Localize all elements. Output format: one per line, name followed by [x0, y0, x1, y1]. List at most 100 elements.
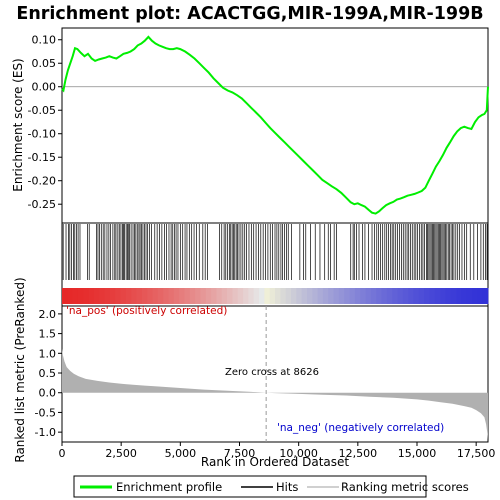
- color-bar-segment: [77, 288, 84, 304]
- color-bar-segment: [189, 288, 196, 304]
- color-bar-segment: [67, 288, 74, 304]
- neg-correlated-label: 'na_neg' (negatively correlated): [277, 422, 444, 434]
- color-bar-segment: [296, 288, 303, 304]
- color-bar-segment: [456, 288, 462, 304]
- color-bar-segment: [338, 288, 345, 304]
- pos-correlated-label: 'na_pos' (positively correlated): [66, 305, 227, 317]
- color-bar-segment: [232, 288, 239, 304]
- color-bar-segment: [317, 288, 324, 304]
- color-bar-segment: [211, 288, 217, 304]
- x-tick-label: 2,500: [105, 447, 137, 460]
- metric-y-axis-label: Ranked list metric (PreRanked): [13, 277, 27, 462]
- color-bar-segment: [248, 288, 255, 304]
- x-tick-label: 7,500: [224, 447, 256, 460]
- color-bar-segment: [269, 288, 276, 304]
- color-bar-segment: [306, 288, 313, 304]
- color-bar-segment: [227, 288, 233, 304]
- color-bar-segment: [184, 288, 191, 304]
- metric-y-tick-label: 0.0: [39, 387, 57, 400]
- color-bar-segment: [290, 288, 297, 304]
- es-y-tick-label: -0.05: [28, 104, 56, 117]
- color-bar-segment: [115, 288, 121, 304]
- color-bar-segment: [333, 288, 340, 304]
- color-bar-segment: [482, 288, 489, 304]
- metric-panel: 2.0 1.5 1.0 0.5 0.0 -0.5 -1.0 Zero cross at 86…: [13, 277, 489, 463]
- color-bar-segment: [376, 288, 382, 304]
- es-y-tick-label: 0.05: [32, 57, 57, 70]
- color-bar-segment: [472, 288, 478, 304]
- x-tick-label: 5,000: [165, 447, 197, 460]
- x-tick-label: 17,500: [457, 447, 496, 460]
- color-bar-segment: [301, 288, 308, 304]
- es-y-axis: 0.10 0.05 0.00 -0.05 -0.10 -0.15 -0.20 -0.25: [28, 34, 62, 211]
- chart-title: Enrichment plot: ACACTGG,MIR-199A,MIR-19…: [16, 4, 483, 24]
- color-bar-segment: [360, 288, 366, 304]
- color-bar-segment: [264, 288, 271, 304]
- es-y-tick-label: 0.10: [32, 34, 57, 47]
- color-bar-segment: [344, 288, 350, 304]
- metric-y-tick-label: 0.5: [39, 367, 57, 380]
- color-bar-segment: [392, 288, 398, 304]
- color-bar-segment: [88, 288, 95, 304]
- legend-metric-label: Ranking metric scores: [341, 480, 469, 494]
- x-axis: 0 2,500 5,000 7,500 10,000 12,500 15,000 17,500: [59, 442, 496, 460]
- color-bar-segment: [216, 288, 223, 304]
- color-bar-segment: [179, 288, 185, 304]
- rank-color-bar: [62, 288, 489, 304]
- color-bar-segment: [99, 288, 105, 304]
- color-bar-segment: [109, 288, 116, 304]
- es-y-axis-label: Enrichment score (ES): [11, 58, 25, 191]
- color-bar-segment: [450, 288, 457, 304]
- color-bar-segment: [402, 288, 409, 304]
- color-bar-segment: [477, 288, 484, 304]
- color-bar-segment: [322, 288, 329, 304]
- color-bar-segment: [253, 288, 260, 304]
- x-axis-label: Rank in Ordered Dataset: [201, 455, 349, 469]
- es-panel: 0.10 0.05 0.00 -0.05 -0.10 -0.15 -0.20 -0.25 En…: [11, 27, 489, 224]
- color-bar-segment: [381, 288, 388, 304]
- es-y-tick-label: -0.15: [28, 151, 56, 164]
- legend-hits-label: Hits: [276, 480, 298, 494]
- color-bar-segment: [349, 288, 356, 304]
- color-bar-segment: [312, 288, 318, 304]
- color-bar-segment: [200, 288, 207, 304]
- x-tick-label: 12,500: [339, 447, 378, 460]
- color-bar-segment: [408, 288, 414, 304]
- color-bar-segment: [386, 288, 393, 304]
- x-tick-label: 0: [59, 447, 66, 460]
- color-bar-segment: [72, 288, 79, 304]
- legend-enrichment-label: Enrichment profile: [116, 480, 222, 494]
- hit-marks: [62, 224, 488, 280]
- color-bar-segment: [365, 288, 372, 304]
- color-bar-segment: [429, 288, 436, 304]
- color-bar-segment: [461, 288, 468, 304]
- metric-y-tick-label: 2.0: [39, 308, 57, 321]
- color-bar-segment: [157, 288, 164, 304]
- color-bar-segment: [237, 288, 244, 304]
- color-bar-segment: [280, 288, 287, 304]
- enrichment-profile-line: [61, 35, 489, 215]
- color-bar-segment: [418, 288, 425, 304]
- x-tick-label: 10,000: [279, 447, 318, 460]
- zero-cross-label: Zero cross at 8626: [225, 367, 319, 378]
- color-bar-segment: [440, 288, 446, 304]
- metric-y-axis: 2.0 1.5 1.0 0.5 0.0 -0.5 -1.0: [35, 308, 62, 439]
- x-tick-label: 15,000: [398, 447, 437, 460]
- es-y-tick-label: 0.00: [32, 81, 57, 94]
- color-bar-segment: [466, 288, 473, 304]
- color-bar-segment: [424, 288, 430, 304]
- metric-y-tick-label: -1.0: [35, 426, 56, 439]
- es-y-tick-label: -0.20: [28, 175, 56, 188]
- es-y-tick-label: -0.10: [28, 128, 56, 141]
- color-bar-segment: [120, 288, 127, 304]
- color-bar-segment: [125, 288, 132, 304]
- color-bar-segment: [259, 288, 265, 304]
- color-bar-segment: [173, 288, 180, 304]
- legend: Enrichment profile Hits Ranking metric s…: [73, 475, 469, 498]
- color-bar-segment: [104, 288, 111, 304]
- color-bar-segment: [275, 288, 281, 304]
- color-bar-segment: [445, 288, 452, 304]
- color-bar-segment: [413, 288, 420, 304]
- color-bar-segment: [141, 288, 148, 304]
